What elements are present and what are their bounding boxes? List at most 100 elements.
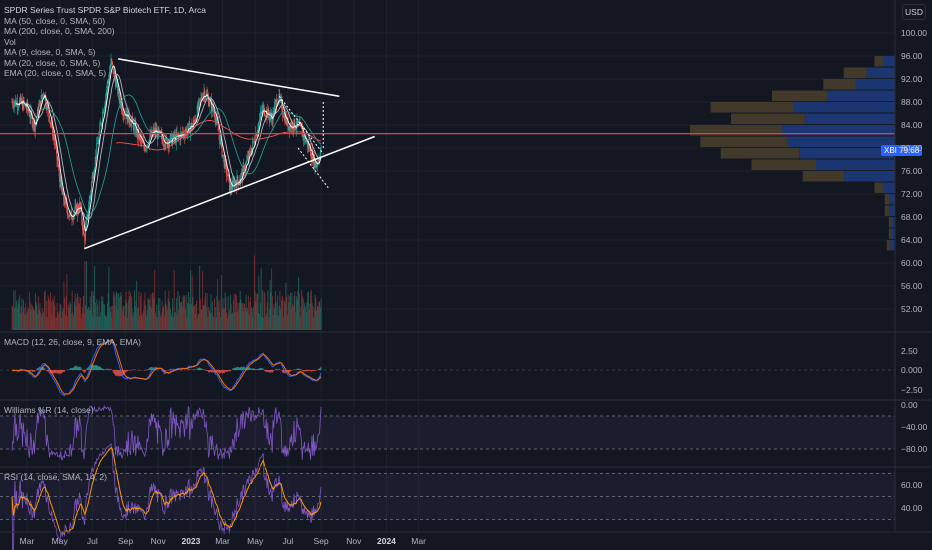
macd-hist-bar: [52, 370, 53, 374]
macd-hist-bar: [114, 370, 116, 375]
macd-hist-bar: [78, 367, 80, 370]
macd-hist-bar: [229, 370, 231, 371]
volume-bar: [271, 295, 273, 330]
volume-bar: [19, 313, 21, 330]
candle-body: [294, 128, 296, 130]
rsi-tick-label: 40.00: [901, 503, 923, 513]
candle-body: [71, 218, 73, 220]
macd-hist-bar: [238, 367, 240, 370]
macd-hist-bar: [205, 370, 207, 371]
volume-bar: [91, 290, 93, 330]
legend-ma9[interactable]: MA (9, close, 0, SMA, 5): [4, 47, 96, 57]
macd-hist-bar: [51, 370, 53, 373]
volume-bar: [152, 292, 154, 330]
volume-bar: [293, 295, 295, 330]
candle-body: [287, 117, 289, 130]
candle-body: [305, 141, 307, 143]
volume-bar: [310, 292, 312, 330]
candle-body: [187, 123, 189, 130]
candle-body: [255, 133, 257, 137]
macd-hist-bar: [95, 365, 97, 370]
candle-body: [63, 200, 65, 206]
volume-bar: [58, 310, 60, 330]
macd-hist-bar: [84, 370, 86, 373]
volume-bar: [225, 297, 227, 330]
candle-body: [135, 128, 137, 135]
rsi-label: RSI (14, close, SMA, 14, 2): [4, 472, 107, 482]
candle-body: [39, 100, 41, 106]
candle-body: [242, 166, 244, 180]
legend-ma50[interactable]: MA (50, close, 0, SMA, 50): [4, 15, 106, 26]
macd-hist-bar: [97, 366, 99, 370]
volume-bar: [134, 306, 136, 330]
candle-body: [42, 93, 44, 97]
volume-bar: [177, 291, 179, 330]
volume-bar: [181, 306, 183, 330]
legend-vol[interactable]: Vol: [4, 36, 16, 47]
macd-hist-bar: [278, 368, 280, 370]
volume-bar: [280, 300, 282, 330]
candle-body: [303, 135, 305, 140]
macd-hist-bar: [80, 367, 82, 370]
lower-trendline: [84, 135, 375, 250]
volume-bar: [169, 309, 171, 330]
volume-bar: [52, 298, 54, 330]
macd-hist-bar: [76, 366, 77, 370]
volume-bar: [56, 303, 58, 330]
volume-bar: [301, 290, 303, 330]
macd-hist-bar: [202, 369, 203, 370]
candle-body: [36, 108, 38, 117]
legend-ma200[interactable]: MA (200, close, 0, SMA, 200): [4, 26, 115, 36]
candle-body: [215, 118, 217, 121]
volume-bar: [217, 278, 219, 330]
macd-hist-bar: [74, 365, 76, 370]
candle-body: [196, 105, 198, 120]
volume-bar: [35, 301, 37, 330]
candle-body: [168, 142, 170, 148]
macd-hist-bar: [247, 367, 249, 370]
volume-bar: [154, 269, 156, 330]
candle-body: [147, 145, 149, 147]
macd-hist-bar: [115, 370, 117, 376]
candle-body: [283, 113, 285, 118]
candle-body: [35, 119, 37, 123]
time-tick-label: Mar: [215, 536, 230, 546]
candle-body: [130, 121, 132, 127]
williams-pane: [0, 404, 895, 461]
volume-bar: [84, 260, 86, 330]
currency-button[interactable]: USD: [902, 4, 926, 20]
macd-hist-bar: [229, 370, 230, 372]
macd-hist-bar: [37, 368, 39, 370]
volume-bar: [39, 303, 41, 330]
vp-bar-up: [787, 136, 895, 147]
macd-hist-bar: [282, 370, 284, 373]
candle-body: [105, 90, 107, 96]
candle-body: [164, 146, 166, 148]
legend-ma20[interactable]: MA (20, close, 0, SMA, 5): [4, 57, 101, 68]
candle-body: [93, 168, 95, 175]
price-tick-label: 76.00: [901, 166, 923, 176]
candle-body: [25, 107, 27, 109]
volume-bar: [166, 310, 168, 330]
candle-body: [41, 95, 43, 97]
volume-bar: [220, 274, 222, 330]
volume-bar: [203, 304, 205, 330]
macd-hist-bar: [34, 370, 36, 372]
vp-bar-down: [802, 171, 845, 182]
volume-bar: [104, 315, 106, 330]
volume-bar: [250, 297, 252, 330]
macd-hist-bar: [47, 370, 49, 372]
volume-bar: [73, 316, 75, 330]
candle-body: [173, 133, 175, 139]
candle-body: [57, 164, 59, 168]
volume-bar: [269, 279, 271, 330]
macd-hist-bar: [70, 367, 71, 370]
volume-bar: [115, 305, 117, 330]
macd-hist-bar: [82, 370, 83, 372]
legend-ema20[interactable]: EMA (20, close, 0, SMA, 5): [4, 68, 107, 78]
candle-body: [141, 140, 143, 142]
candle-body: [48, 115, 50, 123]
volume-bar: [173, 270, 175, 330]
candle-body: [296, 118, 298, 128]
